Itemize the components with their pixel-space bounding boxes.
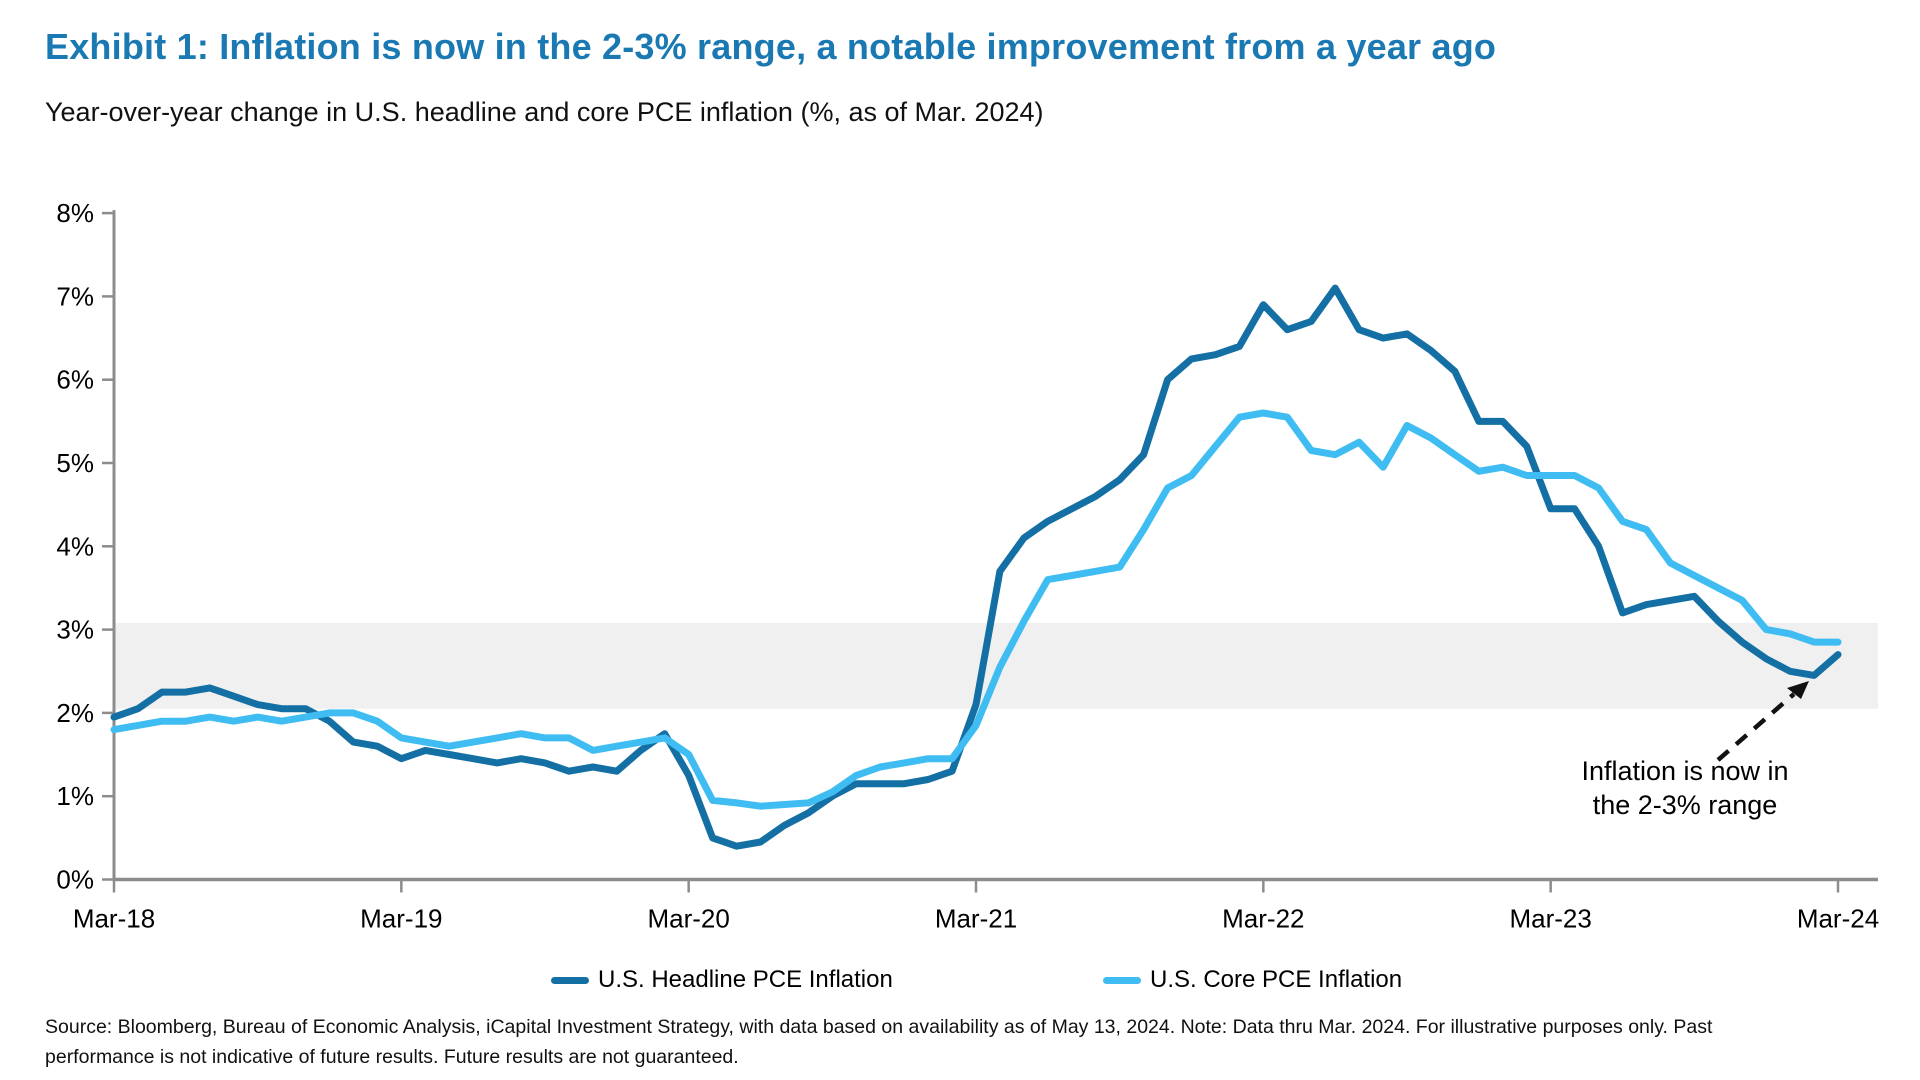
y-tick-label: 1% [56, 781, 94, 811]
page-title: Exhibit 1: Inflation is now in the 2-3% … [45, 26, 1497, 67]
band-2-3-percent [114, 622, 1878, 709]
y-tick-label: 3% [56, 615, 94, 645]
annotation-arrow-head [1787, 681, 1809, 699]
headline-legend-swatch [551, 976, 589, 984]
y-tick-label: 8% [56, 198, 94, 228]
y-tick-label: 0% [56, 865, 94, 895]
chart-subtitle: Year-over-year change in U.S. headline a… [45, 97, 1044, 127]
source-line-2: performance is not indicative of future … [45, 1046, 739, 1068]
x-tick-label: Mar-19 [360, 904, 442, 934]
annotation-line-1: Inflation is now in [1581, 756, 1789, 786]
core-pce-line [110, 409, 1842, 810]
annotation-arrow-shaft [1716, 692, 1796, 762]
x-tick-label: Mar-21 [935, 904, 1017, 934]
x-tick-label: Mar-22 [1222, 904, 1304, 934]
headline-pce-line [110, 284, 1842, 850]
x-tick-label: Mar-23 [1509, 904, 1591, 934]
source-line-1: Source: Bloomberg, Bureau of Economic An… [45, 1016, 1713, 1038]
core-legend-label: U.S. Core PCE Inflation [1150, 966, 1403, 993]
y-tick-label: 2% [56, 698, 94, 728]
y-tick-label: 5% [56, 448, 94, 478]
x-tick-label: Mar-24 [1797, 904, 1879, 934]
annotation-line-2: the 2-3% range [1592, 790, 1778, 820]
x-tick-label: Mar-18 [73, 904, 155, 934]
y-tick-label: 6% [56, 365, 94, 395]
headline-legend-label: U.S. Headline PCE Inflation [598, 966, 893, 993]
chart-annotation: Inflation is now in the 2-3% range [1520, 754, 1850, 822]
y-tick-label: 7% [56, 281, 94, 311]
x-tick-label: Mar-20 [647, 904, 729, 934]
legend-item-core: U.S. Core PCE Inflation [1103, 966, 1402, 994]
source-note: Source: Bloomberg, Bureau of Economic An… [45, 1012, 1910, 1072]
core-legend-swatch [1103, 976, 1141, 984]
y-tick-label: 4% [56, 531, 94, 561]
legend-item-headline: U.S. Headline PCE Inflation [551, 966, 893, 994]
